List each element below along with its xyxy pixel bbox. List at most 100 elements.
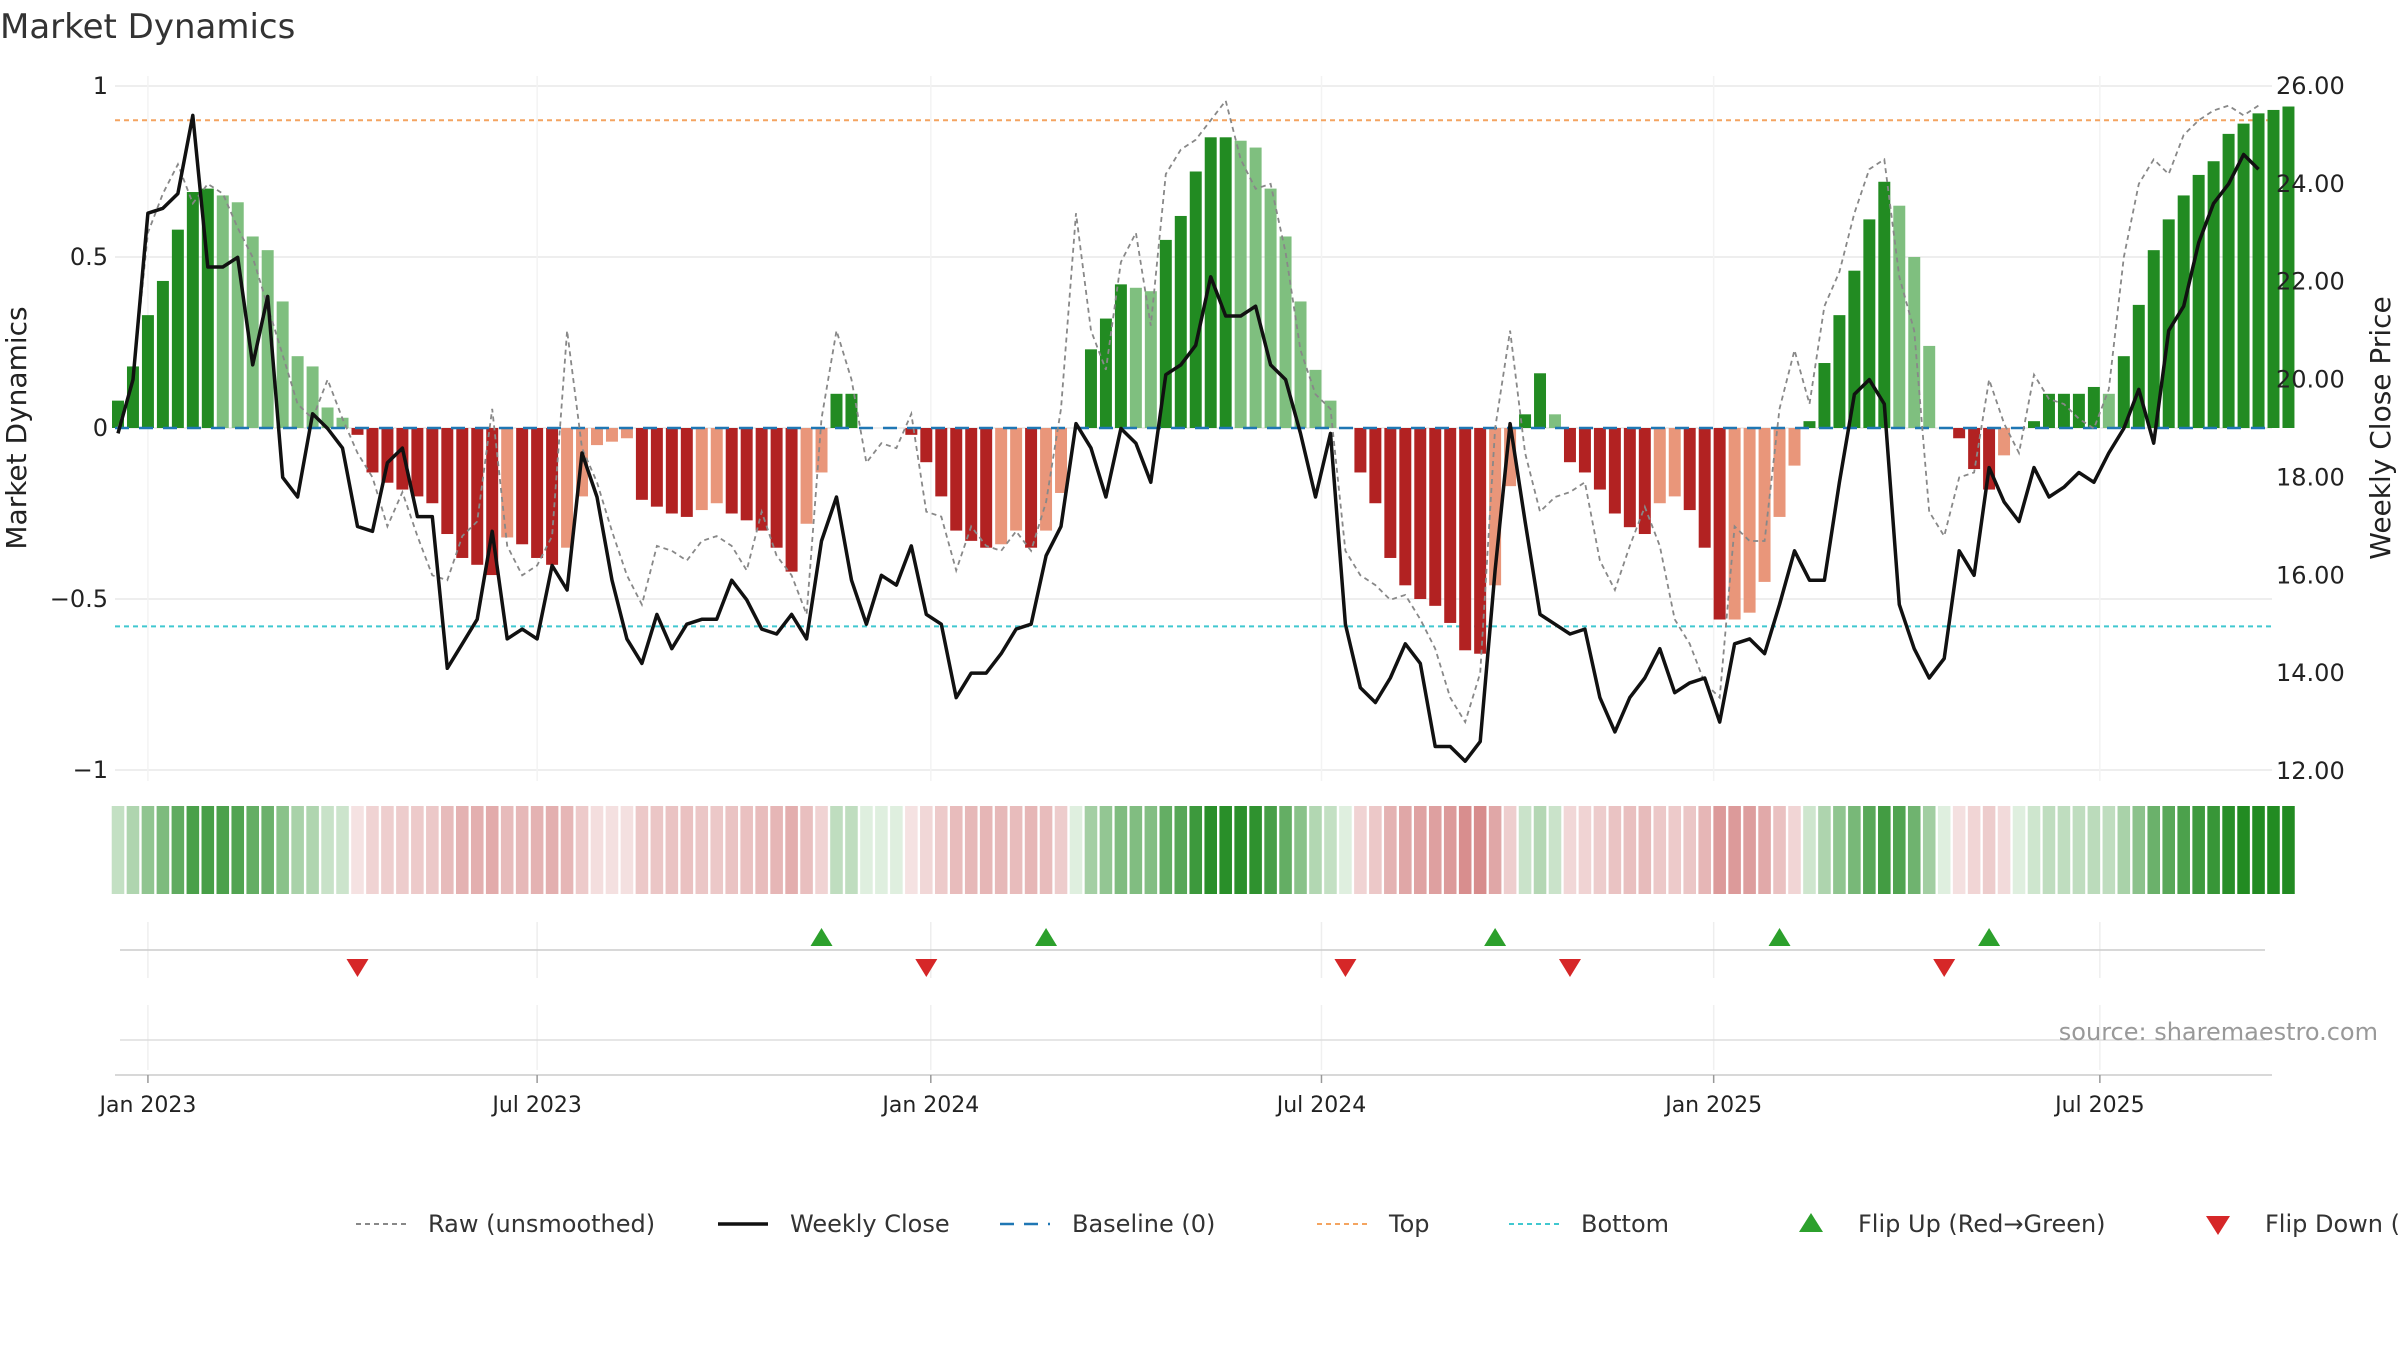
dynamics-bar bbox=[2252, 113, 2265, 429]
left-y-tick-label: −0.5 bbox=[50, 585, 108, 613]
dynamics-bar bbox=[1893, 205, 1906, 428]
dynamics-bar bbox=[336, 417, 349, 428]
legend-label-weekly-close: Weekly Close bbox=[790, 1210, 950, 1238]
regime-strip-cell bbox=[201, 806, 215, 894]
dynamics-bar bbox=[441, 428, 454, 535]
dynamics-bar bbox=[351, 428, 364, 435]
dynamics-bar bbox=[800, 428, 813, 524]
flip-up-marker bbox=[1768, 928, 1791, 946]
regime-strip-cell bbox=[1623, 806, 1637, 894]
dynamics-bar bbox=[201, 188, 214, 428]
regime-strip-cell bbox=[1503, 806, 1517, 894]
dynamics-bar bbox=[1998, 428, 2011, 456]
regime-strip-cell bbox=[1309, 806, 1322, 894]
dynamics-bar bbox=[1833, 315, 1846, 428]
dynamics-bar bbox=[1264, 188, 1277, 428]
regime-strip-cell bbox=[1518, 806, 1532, 894]
right-y-tick-label: 22.00 bbox=[2276, 268, 2345, 296]
dynamics-bar bbox=[2192, 174, 2205, 428]
regime-strip-cell bbox=[2102, 806, 2116, 894]
dynamics-bar bbox=[1848, 270, 1861, 428]
dynamics-bar bbox=[396, 428, 409, 490]
regime-strip-cell bbox=[396, 806, 409, 894]
regime-strip-cell bbox=[2057, 806, 2071, 894]
dynamics-bar bbox=[1908, 257, 1921, 428]
regime-strip-cell bbox=[1548, 806, 1562, 894]
right-y-tick-label: 20.00 bbox=[2276, 366, 2345, 394]
left-y-tick-label: 0 bbox=[93, 414, 108, 442]
regime-strip-cell bbox=[1937, 806, 1951, 894]
legend-flip-up-swatch bbox=[1799, 1213, 1823, 1232]
dynamics-bar bbox=[276, 301, 289, 428]
dynamics-bar bbox=[1234, 140, 1247, 428]
regime-strip-cell bbox=[1339, 806, 1352, 894]
dynamics-bar bbox=[1758, 428, 1771, 582]
dynamics-bar bbox=[1578, 428, 1591, 473]
regime-strip-cell bbox=[1473, 806, 1487, 894]
chart-title: Market Dynamics bbox=[0, 7, 295, 47]
dynamics-bar bbox=[830, 393, 843, 428]
regime-strip-cell bbox=[1668, 806, 1682, 894]
regime-strip-cell bbox=[845, 806, 858, 894]
left-y-tick-label: 1 bbox=[93, 72, 108, 100]
dynamics-bar bbox=[1638, 428, 1651, 535]
dynamics-bar bbox=[650, 428, 663, 507]
right-y-axis: 26.00 24.00 22.00 20.00 18.00 16.00 14.00 12.00 bbox=[2276, 72, 2345, 785]
x-tick-label: Jan 2023 bbox=[97, 1093, 196, 1118]
regime-strip-cell bbox=[1099, 806, 1113, 894]
x-tick-label: Jul 2023 bbox=[490, 1093, 582, 1118]
regime-strip-cell bbox=[665, 806, 679, 894]
legend-flip-down-swatch bbox=[2206, 1216, 2230, 1235]
dynamics-bar bbox=[1414, 428, 1427, 599]
regime-strip-cell bbox=[710, 806, 724, 894]
dynamics-bar bbox=[770, 428, 783, 548]
flip-markers-panel bbox=[120, 922, 2265, 978]
dynamics-bar bbox=[1114, 284, 1127, 428]
dynamics-bar bbox=[935, 428, 948, 497]
regime-strip-cell bbox=[1054, 806, 1068, 894]
regime-strip-cell bbox=[1952, 806, 1966, 894]
regime-strip-cell bbox=[156, 806, 170, 894]
regime-strip-cell bbox=[890, 806, 903, 894]
regime-strip-cell bbox=[306, 806, 319, 894]
dynamics-bar bbox=[2282, 106, 2295, 429]
right-y-tick-label: 12.00 bbox=[2276, 757, 2345, 785]
dynamics-bar bbox=[1549, 414, 1561, 428]
regime-strip-cell bbox=[1354, 806, 1367, 894]
flip-down-marker bbox=[346, 959, 369, 977]
regime-strip-cell bbox=[2027, 806, 2041, 894]
source-label: source: sharemaestro.com bbox=[2059, 1018, 2378, 1046]
dynamics-bar bbox=[471, 428, 484, 565]
dynamics-bar bbox=[785, 428, 798, 572]
dynamics-bar bbox=[1489, 428, 1502, 586]
flip-down-marker bbox=[1558, 959, 1581, 977]
regime-strip-cell bbox=[1488, 806, 1502, 894]
regime-strip-cell bbox=[785, 806, 798, 894]
dynamics-bar bbox=[186, 192, 199, 428]
left-y-axis: 1 0.5 0 −0.5 −1 bbox=[50, 72, 108, 784]
regime-strip-cell bbox=[2042, 806, 2056, 894]
regime-strip-cell bbox=[1758, 806, 1771, 894]
dynamics-bar bbox=[1534, 373, 1547, 428]
regime-strip-cell bbox=[2072, 806, 2086, 894]
dynamics-bar bbox=[1923, 345, 1936, 428]
regime-strip-cell bbox=[441, 806, 454, 894]
regime-strip-cell bbox=[1384, 806, 1397, 894]
regime-strip-cell bbox=[605, 806, 619, 894]
dynamics-bar bbox=[112, 400, 124, 428]
regime-strip-cell bbox=[1234, 806, 1247, 894]
regime-strip-cell bbox=[1578, 806, 1592, 894]
right-y-tick-label: 14.00 bbox=[2276, 659, 2345, 687]
regime-strip-cell bbox=[2267, 806, 2280, 894]
regime-strip-cell bbox=[650, 806, 664, 894]
dynamics-bar bbox=[1144, 291, 1157, 428]
dynamics-bar bbox=[426, 428, 439, 504]
regime-strip-cell bbox=[1069, 806, 1083, 894]
regime-strip-cell bbox=[1907, 806, 1921, 894]
regime-strip-cell bbox=[1249, 806, 1262, 894]
regime-strip-cell bbox=[1563, 806, 1577, 894]
regime-strip-cell bbox=[2132, 806, 2146, 894]
dynamics-bar bbox=[815, 428, 828, 473]
dynamics-bar bbox=[950, 428, 963, 531]
